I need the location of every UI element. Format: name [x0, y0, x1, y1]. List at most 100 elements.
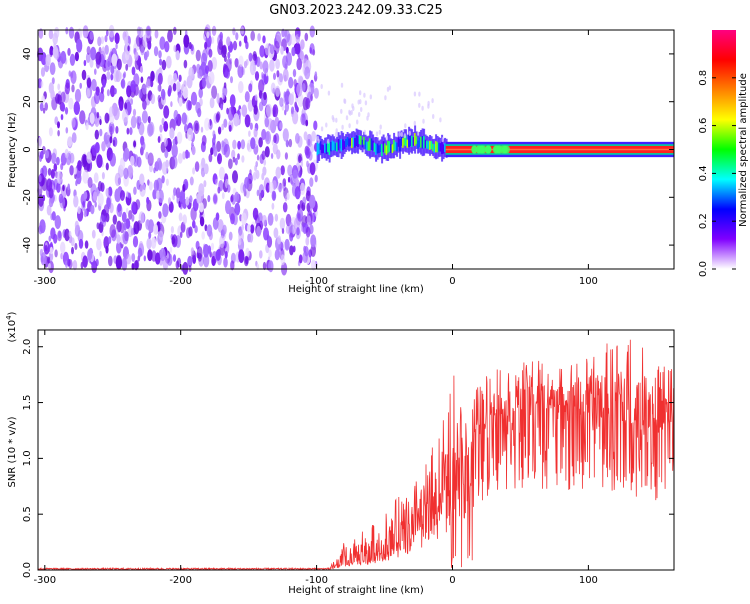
spectrogram-noise-blob [284, 195, 288, 202]
strong-band-blob [485, 145, 492, 154]
strong-band-blob [478, 145, 485, 154]
spectrogram-noise-blob [223, 257, 228, 268]
spectrogram-noise-blob [204, 224, 208, 232]
spectrogram-band-speckle [408, 130, 411, 136]
spectrogram-noise-blob [228, 124, 232, 132]
spectrogram-band-speckle [345, 115, 349, 121]
spectrogram-noise-blob [100, 36, 105, 45]
spectrogram-noise-blob [273, 134, 277, 144]
snr-frame [37, 329, 675, 571]
spectrogram-noise-blob [142, 99, 147, 111]
spectrogram-noise-blob [146, 196, 150, 205]
spectrogram-noise-blob [294, 186, 301, 200]
spectrogram-noise-blob [173, 109, 179, 121]
spectrogram-noise-blob [91, 78, 97, 92]
spectrogram-noise-blob [120, 78, 126, 89]
spectrogram-noise-blob [295, 133, 300, 144]
spectrogram-noise-blob [291, 46, 296, 57]
spectrogram-band-core [328, 142, 331, 155]
spectrogram-noise-blob [237, 236, 242, 246]
spectrogram-y-tick-label: -40 [22, 237, 33, 253]
spectrogram-noise-blob [117, 177, 121, 186]
snr-x-tick-label: 0 [449, 575, 455, 586]
spectrogram-noise-blob [159, 36, 166, 50]
spectrogram-noise-blob [199, 216, 205, 227]
spectrogram-noise-blob [158, 50, 162, 59]
spectrogram-noise-blob [147, 249, 153, 262]
spectrogram-noise-blob [248, 52, 253, 62]
spectrogram-noise-blob [234, 191, 240, 202]
spectrogram-noise-blob [161, 59, 167, 71]
spectrogram-noise-blob [193, 120, 200, 134]
spectrogram-noise-blob [49, 48, 53, 58]
spectrogram-noise-blob [244, 176, 250, 189]
spectrogram-noise-blob [257, 33, 261, 42]
spectrogram-band-speckle [320, 84, 323, 89]
spectrogram-noise-blob [104, 35, 108, 43]
spectrogram-noise-blob [276, 149, 281, 160]
spectrogram-noise-blob [190, 91, 198, 106]
spectrogram-noise-blob [262, 60, 269, 74]
spectrogram-noise-blob [132, 235, 139, 248]
spectrogram-noise-blob [122, 108, 129, 123]
spectrogram-band-speckle [341, 124, 344, 130]
spectrogram-noise-blob [192, 167, 196, 175]
spectrogram-band-speckle [356, 119, 359, 125]
spectrogram-noise-blob [292, 245, 296, 253]
spectrogram-noise-blob [64, 148, 69, 159]
spectrogram-noise-blob [170, 101, 173, 108]
spectrogram-noise-blob [182, 261, 189, 275]
spectrogram-noise-blob [249, 169, 252, 176]
spectrogram-noise-blob [94, 201, 97, 208]
spectrogram-noise-blob [273, 40, 280, 55]
spectrogram-noise-blob [261, 214, 267, 227]
spectrogram-noise-blob [280, 46, 284, 55]
spectrogram-noise-blob [301, 83, 306, 92]
spectrogram-noise-blob [82, 255, 88, 268]
spectrogram-noise-blob [95, 58, 101, 69]
spectrogram-noise-blob [124, 36, 129, 46]
spectrogram-noise-blob [211, 85, 218, 99]
spectrogram-noise-blob [74, 51, 79, 62]
spectrogram-noise-blob [53, 163, 58, 172]
snr-x-tick-label: -100 [305, 575, 328, 586]
snr-x-tick-label: 100 [579, 575, 598, 586]
spectrogram-noise-blob [274, 213, 279, 222]
spectrogram-noise-blob [186, 99, 192, 111]
spectrogram-noise-blob [244, 91, 250, 103]
spectrogram-noise-blob [99, 250, 102, 257]
colorbar-label: Normalized spectral amplitude [738, 73, 749, 227]
spectrogram-noise-blob [64, 228, 70, 242]
spectrogram-noise-blob [94, 129, 100, 140]
spectrogram-band-core [331, 140, 334, 151]
spectrogram-noise-blob [276, 70, 280, 78]
spectrogram-band-core [421, 136, 424, 149]
spectrogram-band-core [349, 138, 352, 146]
spectrogram-noise-blob [153, 223, 159, 235]
spectrogram-noise-blob [104, 112, 110, 124]
spectrogram-noise-blob [159, 124, 163, 133]
spectrogram-noise-blob [254, 94, 258, 101]
spectrogram-band-speckle [340, 108, 343, 114]
spectrogram-noise-blob [137, 122, 140, 130]
spectrogram-noise-blob [173, 45, 177, 52]
spectrogram-noise-blob [164, 41, 170, 53]
spectrogram-noise-blob [69, 152, 75, 164]
spectrogram-noise-blob [167, 74, 173, 87]
spectrogram-noise-blob [38, 174, 42, 183]
spectrogram-noise-blob [99, 128, 103, 137]
spectrogram-noise-blob [162, 203, 169, 218]
spectrogram-noise-blob [314, 71, 318, 78]
spectrogram-noise-blob [232, 156, 236, 163]
spectrogram-noise-blob [137, 247, 143, 258]
snr-series-line [37, 339, 675, 572]
spectrogram-noise-blob [85, 52, 91, 64]
spectrogram-noise-blob [51, 77, 55, 85]
spectrogram-band-core [429, 140, 432, 150]
spectrogram-noise-blob [158, 211, 162, 219]
spectrogram-band-speckle [359, 90, 362, 96]
spectrogram-noise-blob [83, 208, 88, 218]
spectrogram-band-core [397, 137, 400, 147]
spectrogram-noise-blob [40, 67, 46, 77]
spectrogram-noise-blob [172, 82, 177, 92]
